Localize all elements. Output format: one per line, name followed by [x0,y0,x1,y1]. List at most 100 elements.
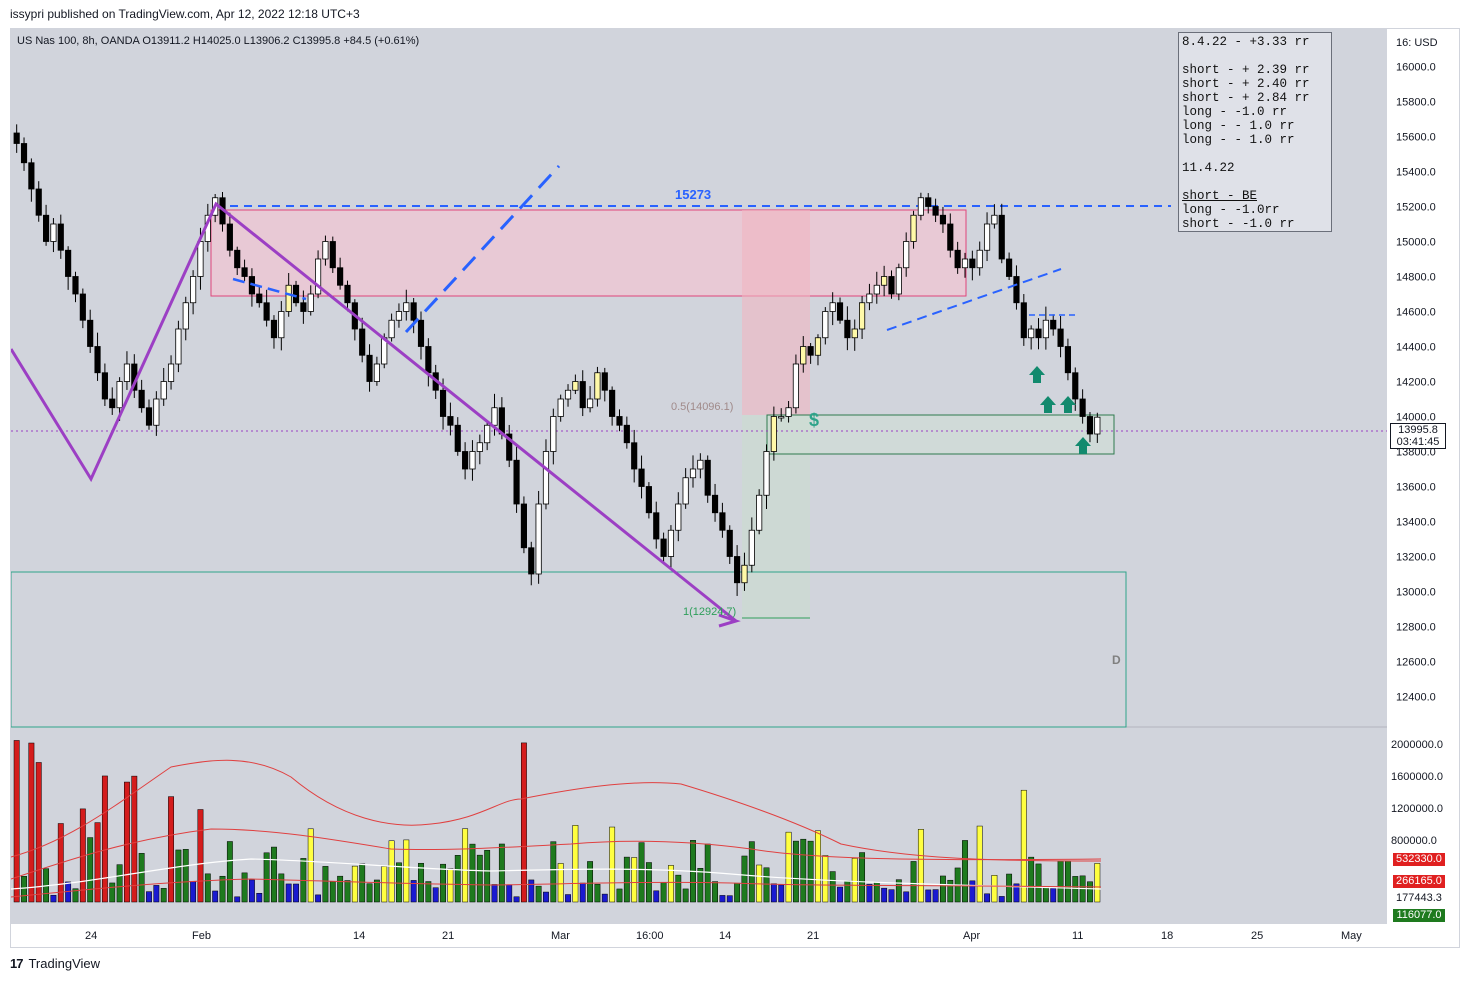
volume-bar [962,840,968,903]
volume-bar [770,883,777,903]
time-tick-label: 21 [807,930,819,942]
volume-bar [219,875,226,903]
volume-bar [418,862,424,903]
volume-bar [87,837,94,903]
volume-bar [1057,860,1064,903]
volume-tick-label: 2000000.0 [1391,739,1443,751]
candle-body [20,143,28,164]
candle-body [587,398,594,409]
candle-body [800,346,807,365]
candle-body [57,223,64,251]
candle-body [256,293,263,304]
candle-body [190,276,197,304]
chart-panel[interactable]: 15273 0.5(14096.1) 1(12924.7) $ D 16000.… [10,28,1460,948]
volume-bar [668,865,674,903]
volume-bar [829,871,836,903]
candle-body [991,214,998,225]
candle-body [961,258,969,269]
volume-bar [719,895,726,903]
current-price-value: 13995.8 [1398,424,1438,436]
candle-body [594,372,601,400]
candle-body [454,424,461,452]
candle-body [881,276,888,286]
candle-body [1072,372,1079,400]
volume-bar [1087,881,1093,903]
candle-body [631,442,638,470]
volume-bar [594,883,601,903]
candle-body [895,267,902,295]
volume-bar [168,796,174,903]
volume-bar [638,842,645,903]
current-price-tag: 13995.8 03:41:45 [1390,423,1446,449]
price-tick-label: 13800.0 [1396,447,1436,459]
volume-bar [984,893,990,903]
volume-bar [462,828,469,903]
candle-body [234,249,241,269]
volume-bar [631,857,638,903]
time-tick-label: 18 [1161,930,1173,942]
volume-ma-upper [11,759,1102,862]
volume-bar [881,887,888,903]
volume-bar [234,896,241,903]
volume-bar [528,879,535,903]
candle-body [851,328,858,339]
blue-trendline-up [404,164,561,334]
volume-bar [1050,888,1057,903]
price-tick-label: 14800.0 [1396,272,1436,284]
volume-bar [131,775,138,903]
candle-body [925,197,932,207]
volume-bar [197,809,204,903]
volume-bar [94,822,101,903]
candle-body [1042,319,1049,339]
price-tick-label: 14000.0 [1396,412,1436,424]
price-chart[interactable]: 15273 0.5(14096.1) 1(12924.7) $ D 16000.… [11,29,1459,947]
trade-log-line: short - + 2.84 rr [1182,91,1310,105]
volume-bar [322,866,329,903]
candle-body [462,451,469,470]
volume-bar [917,829,924,903]
countdown-value: 03:41:45 [1396,436,1440,448]
candle-body [814,337,822,356]
volume-bar [388,840,395,903]
volume-bar [675,874,682,903]
volume-tick-label: 1600000.0 [1391,771,1443,783]
price-tick-label: 15200.0 [1396,202,1436,214]
volume-bar [432,887,439,903]
volume-bar [535,885,542,903]
volume-bar [1028,856,1035,903]
candle-body [226,223,233,251]
volume-tag-white: 177443.3 [1393,892,1445,905]
volume-bar [925,889,932,903]
candle-body [410,302,417,321]
volume-bar [271,846,277,903]
volume-bar [844,880,851,903]
volume-bar [557,863,564,903]
price-tick-label: 14600.0 [1396,307,1436,319]
volume-bar [35,762,42,903]
volume-bar [72,888,79,903]
candle-body [1006,258,1013,277]
candle-body [476,442,483,452]
footer-brand[interactable]: TradingView [28,956,101,971]
price-tick-label: 14200.0 [1396,377,1436,389]
candle-body [109,398,116,409]
volume-bar [366,883,373,903]
candle-body [741,564,748,584]
candle-body [373,363,380,382]
time-tick-label: 25 [1251,930,1263,942]
price-tick-label: 13600.0 [1396,482,1436,494]
volume-bar [712,881,718,903]
arrow-up-icon [1040,396,1056,413]
candle-body [35,188,42,216]
volume-bar [278,873,285,903]
tradingview-logo-icon: 17 [10,956,24,971]
volume-ma-lower [11,878,1102,898]
candle-body [241,267,248,277]
volume-bar [241,872,248,903]
volume-bar [543,891,549,903]
zigzag-arrowhead [718,613,741,628]
volume-bar [21,876,27,903]
candle-body [182,302,189,330]
fib-half-label: 0.5(14096.1) [671,401,733,413]
volume-bar [947,879,954,903]
